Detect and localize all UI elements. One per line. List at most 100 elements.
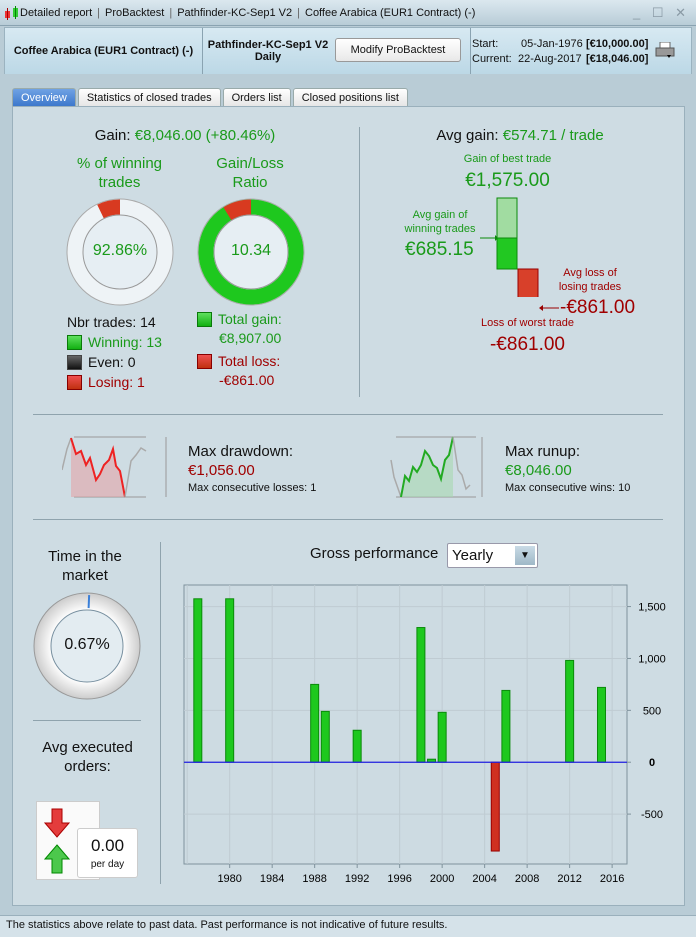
instrument-name: Coffee Arabica (EUR1 Contract) (-) bbox=[5, 28, 203, 74]
tab-orders-list[interactable]: Orders list bbox=[222, 88, 291, 106]
y-tick-label: 1,500 bbox=[638, 602, 666, 614]
y-tick-label: 1,000 bbox=[638, 653, 666, 665]
divider bbox=[359, 127, 360, 397]
candlestick-icon bbox=[5, 5, 18, 20]
x-tick-label: 1980 bbox=[217, 873, 241, 885]
bar-1992 bbox=[352, 729, 362, 763]
total-gain-swatch bbox=[197, 312, 212, 327]
avg-executed-orders-label: Avg executed orders: bbox=[42, 739, 133, 775]
ratio-title: Gain/Loss Ratio bbox=[216, 155, 284, 191]
bar-1998 bbox=[416, 627, 426, 763]
start-value: [€10,000.00] bbox=[586, 38, 649, 50]
current-label: Current: bbox=[472, 53, 512, 65]
worst-trade-label: Loss of worst trade bbox=[481, 317, 574, 329]
avg-loss-value: -€861.00 bbox=[560, 297, 636, 318]
avg-loss-label: Avg loss of losing trades bbox=[558, 267, 622, 293]
plot-area bbox=[183, 584, 628, 865]
divider bbox=[160, 542, 161, 884]
report-header: Coffee Arabica (EUR1 Contract) (-) Pathf… bbox=[4, 27, 692, 74]
current-date: 22-Aug-2017 bbox=[518, 53, 582, 65]
best-trade-label: Gain of best trade bbox=[463, 153, 552, 165]
bar-2006 bbox=[501, 689, 511, 763]
sell-buy-arrows-icon bbox=[44, 808, 70, 874]
orders-unit: per day bbox=[90, 859, 125, 870]
x-tick-label: 2008 bbox=[515, 873, 539, 885]
bar-2005 bbox=[490, 761, 500, 852]
total-loss-swatch bbox=[197, 354, 212, 369]
totals: Total gain: €8,907.00 Total loss: -€861.… bbox=[197, 310, 282, 390]
total-loss-label: Total loss: bbox=[218, 353, 281, 369]
chevron-down-icon[interactable]: ▼ bbox=[515, 546, 535, 565]
winning-percent: 92.86% bbox=[92, 242, 148, 259]
winning-count: Winning: 13 bbox=[88, 334, 162, 350]
best-trade-value: €1,575.00 bbox=[465, 170, 550, 191]
total-gain-value: €8,907.00 bbox=[219, 330, 282, 346]
divider bbox=[33, 414, 663, 415]
winning-title: % of winning trades bbox=[76, 155, 163, 191]
bar-1989 bbox=[320, 710, 330, 763]
current-value: [€18,046.00] bbox=[586, 53, 649, 65]
ratio-donut bbox=[197, 198, 305, 306]
start-label: Start: bbox=[472, 38, 499, 50]
divider bbox=[33, 519, 663, 520]
x-tick-label: 1996 bbox=[387, 873, 411, 885]
trades-breakdown: Nbr trades: 14 Winning: 13 Even: 0 Losin… bbox=[67, 312, 162, 392]
x-tick-label: 2016 bbox=[600, 873, 624, 885]
gain-summary: Gain: €8,046.00 (+80.46%) bbox=[40, 127, 330, 144]
x-tick-label: 1984 bbox=[260, 873, 284, 885]
avg-gain-value: €574.71 / trade bbox=[502, 127, 604, 144]
time-in-market-donut bbox=[33, 592, 141, 700]
tab-overview[interactable]: Overview bbox=[12, 88, 76, 106]
period-value: Yearly bbox=[452, 547, 494, 564]
nbr-trades: Nbr trades: 14 bbox=[67, 314, 156, 330]
print-icon[interactable] bbox=[655, 42, 675, 60]
bar-1988 bbox=[310, 683, 320, 763]
title-probacktest: ProBacktest bbox=[105, 6, 165, 19]
max-runup-value: €8,046.00 bbox=[505, 462, 572, 479]
orders-value: 0.00 bbox=[90, 836, 125, 855]
timeframe: Daily bbox=[254, 51, 282, 63]
even-count: Even: 0 bbox=[88, 354, 136, 370]
total-gain-label: Total gain: bbox=[218, 311, 282, 327]
modify-probacktest-button[interactable]: Modify ProBacktest bbox=[335, 38, 461, 62]
gross-performance-label: Gross performance bbox=[310, 545, 439, 562]
x-tick-label: 1992 bbox=[345, 873, 369, 885]
gain-label: Gain: bbox=[94, 127, 131, 144]
bar-1980 bbox=[225, 598, 235, 763]
max-consecutive-losses: Max consecutive losses: 1 bbox=[188, 482, 317, 494]
bar-2015 bbox=[597, 686, 607, 763]
avg-gain-summary: Avg gain: €574.71 / trade bbox=[380, 127, 660, 144]
title-strategy: Pathfinder-KC-Sep1 V2 bbox=[177, 6, 293, 19]
title-detailed-report: Detailed report bbox=[20, 6, 93, 19]
x-tick-label: 2004 bbox=[472, 873, 496, 885]
y-tick-label: -500 bbox=[641, 809, 663, 821]
max-consecutive-wins: Max consecutive wins: 10 bbox=[505, 482, 631, 494]
winning-swatch bbox=[67, 335, 82, 350]
period-select[interactable]: Yearly ▼ bbox=[447, 543, 538, 568]
time-in-market-label: Time in the market bbox=[48, 548, 122, 584]
bar-2012 bbox=[565, 659, 575, 763]
strategy-name: Pathfinder-KC-Sep1 V2 bbox=[207, 39, 329, 51]
even-swatch bbox=[67, 355, 82, 370]
gain-value: €8,046.00 (+80.46%) bbox=[134, 127, 276, 144]
ratio-value: 10.34 bbox=[230, 242, 272, 259]
tab-statistics[interactable]: Statistics of closed trades bbox=[77, 88, 221, 106]
trade-range-bars bbox=[480, 197, 539, 297]
divider bbox=[33, 720, 141, 721]
max-drawdown-value: €1,056.00 bbox=[188, 462, 255, 479]
window-controls[interactable]: _ ☐ ✕ bbox=[632, 5, 690, 20]
x-tick-label: 1988 bbox=[302, 873, 326, 885]
start-date: 05-Jan-1976 bbox=[521, 38, 583, 50]
runup-sparkline bbox=[390, 436, 483, 498]
avg-gain-label: Avg gain: bbox=[436, 127, 499, 144]
x-tick-label: 2000 bbox=[430, 873, 454, 885]
tab-closed-positions[interactable]: Closed positions list bbox=[292, 88, 408, 106]
total-loss-value: -€861.00 bbox=[219, 372, 275, 388]
losing-count: Losing: 1 bbox=[88, 374, 145, 390]
y-tick-label: 0 bbox=[649, 757, 655, 769]
title-bar: Detailed report | ProBacktest | Pathfinder… bbox=[0, 0, 696, 26]
y-tick-label: 500 bbox=[643, 705, 661, 717]
tab-bar: Overview Statistics of closed trades Ord… bbox=[12, 88, 408, 106]
bar-1977 bbox=[193, 598, 203, 763]
worst-trade-value: -€861.00 bbox=[489, 334, 565, 355]
